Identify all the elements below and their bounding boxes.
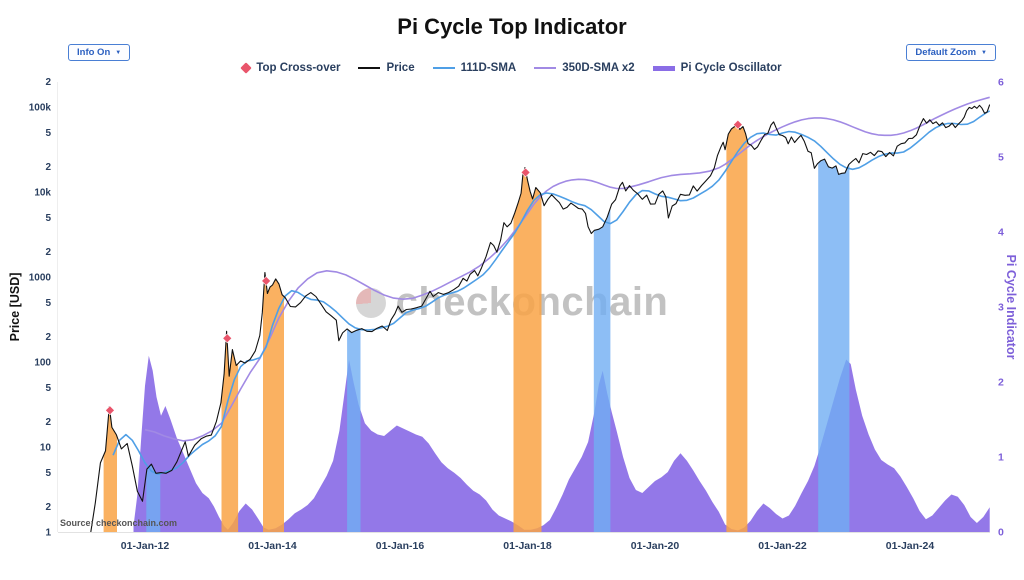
y-left-tick-label: 5 <box>45 298 51 309</box>
y-left-tick-label: 10k <box>34 188 51 199</box>
y-left-tick-label: 2 <box>45 502 51 513</box>
y-right-tick-label: 0 <box>998 527 1004 539</box>
sma111-line <box>112 110 990 475</box>
y-left-tick-label: 5 <box>45 128 51 139</box>
y-left-tick-label: 10 <box>40 443 52 454</box>
legend-label: Top Cross-over <box>256 62 341 74</box>
page-title: Pi Cycle Top Indicator <box>397 14 627 39</box>
y-right-tick-label: 5 <box>998 152 1004 164</box>
legend-label: 350D-SMA x2 <box>562 62 635 74</box>
y-left-tick-label: 2 <box>45 162 51 173</box>
info-toggle-label: Info On <box>77 47 111 58</box>
top-crossover-marker <box>222 333 233 344</box>
top-crossover-marker <box>732 119 743 130</box>
y-left-tick-label: 100 <box>34 358 51 369</box>
top-crossover-marker <box>520 167 531 178</box>
top-crossover-marker <box>261 275 272 286</box>
price-line <box>90 104 990 532</box>
thick-line-swatch-icon <box>652 65 675 71</box>
legend-item[interactable]: Price <box>358 62 415 74</box>
legend-item[interactable]: 111D-SMA <box>432 62 517 74</box>
legend: Top Cross-over Price 111D-SMA 350D-SMA x… <box>0 62 1024 74</box>
y-right-tick-label: 3 <box>998 302 1004 314</box>
pi-cycle-bottom-zone <box>818 159 850 532</box>
legend-label: Pi Cycle Oscillator <box>680 62 782 74</box>
pi-cycle-bottom-zone <box>347 328 361 532</box>
pi-cycle-bottom-zone <box>146 464 161 532</box>
diamond-marker-icon <box>240 62 252 74</box>
caret-down-icon: ▼ <box>981 49 987 56</box>
x-tick-label: 01-Jan-12 <box>121 540 170 552</box>
x-tick-label: 01-Jan-20 <box>631 540 680 552</box>
pi-cycle-top-zone <box>103 408 117 532</box>
legend-label: Price <box>386 62 415 74</box>
x-tick-label: 01-Jan-18 <box>503 540 552 552</box>
y-left-tick-label: 1 <box>45 528 51 539</box>
line-swatch-icon <box>534 66 557 70</box>
y-axis-title-right: Pi Cycle Indicator <box>1004 254 1018 360</box>
line-swatch-icon <box>432 66 455 70</box>
x-tick-label: 01-Jan-24 <box>886 540 935 552</box>
x-tick-label: 01-Jan-14 <box>248 540 297 552</box>
line-swatch-icon <box>358 66 381 70</box>
pi-cycle-top-zone <box>221 335 239 532</box>
pi-cycle-top-zone <box>726 124 748 532</box>
legend-item[interactable]: 350D-SMA x2 <box>534 62 635 74</box>
y-left-tick-label: 5 <box>45 468 51 479</box>
y-right-tick-label: 6 <box>998 77 1004 89</box>
y-left-tick-label: 5 <box>45 213 51 224</box>
source-note: Source: checkonchain.com <box>60 518 178 528</box>
y-right-tick-label: 2 <box>998 377 1004 389</box>
x-tick-label: 01-Jan-16 <box>376 540 425 552</box>
y-left-tick-label: 5 <box>45 383 51 394</box>
x-tick-label: 01-Jan-22 <box>758 540 807 552</box>
y-left-tick-label: 2 <box>45 247 51 258</box>
y-axis-title-left: Price [USD] <box>8 272 22 342</box>
pi-cycle-bottom-zone <box>593 207 611 532</box>
zoom-select-button[interactable]: Default Zoom ▼ <box>906 44 996 61</box>
zoom-select-label: Default Zoom <box>915 47 977 58</box>
y-left-tick-label: 2 <box>45 77 51 88</box>
y-right-tick-label: 4 <box>998 227 1004 239</box>
legend-item[interactable]: Top Cross-over <box>240 62 341 74</box>
y-left-tick-label: 2 <box>45 417 51 428</box>
series-layer <box>90 96 990 532</box>
info-toggle-button[interactable]: Info On ▼ <box>68 44 131 61</box>
legend-label: 111D-SMA <box>460 62 517 74</box>
y-right-tick-label: 1 <box>998 452 1004 464</box>
y-left-tick-label: 1000 <box>29 273 52 284</box>
oscillator-area <box>133 355 990 532</box>
y-left-tick-label: 2 <box>45 332 51 343</box>
legend-item[interactable]: Pi Cycle Oscillator <box>652 62 782 74</box>
y-left-tick-label: 100k <box>29 103 52 114</box>
top-crossover-marker <box>105 405 115 416</box>
sma350x2-line <box>144 96 990 442</box>
caret-down-icon: ▼ <box>115 49 122 56</box>
pi-cycle-top-zone <box>513 168 542 532</box>
